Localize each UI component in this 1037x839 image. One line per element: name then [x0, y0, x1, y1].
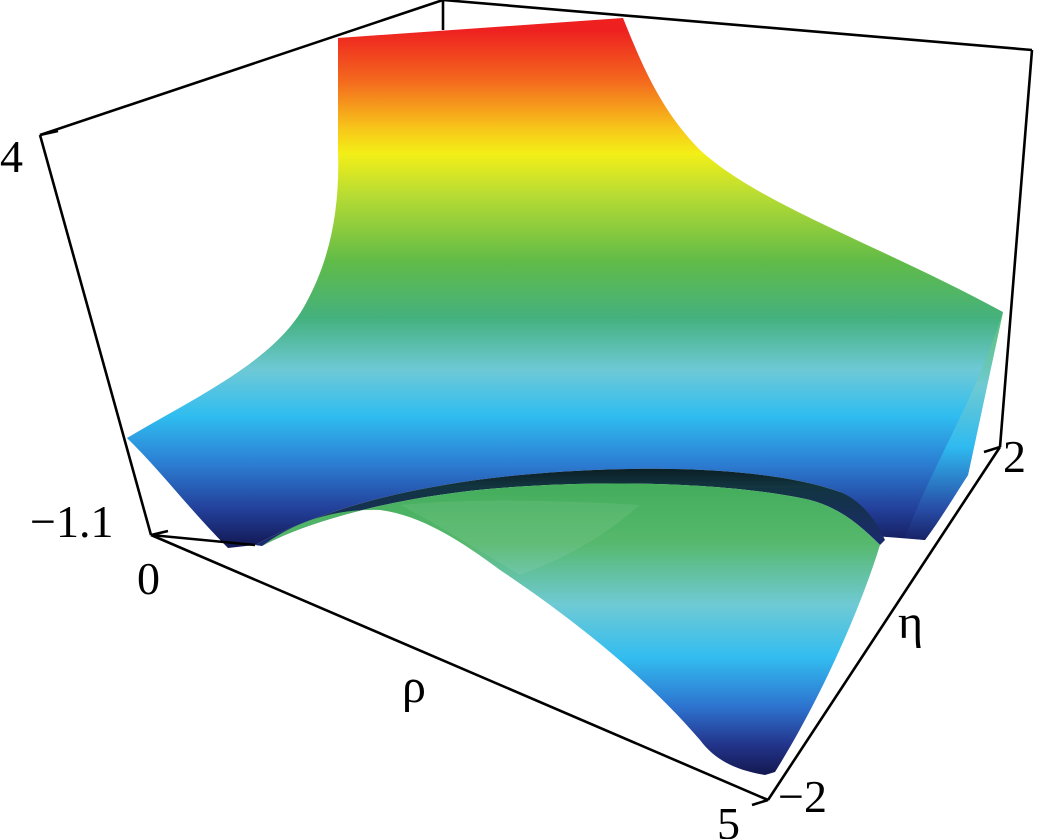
box-front-edges — [150, 446, 1002, 802]
x-axis: 0 5 ρ — [137, 553, 740, 839]
z-axis: 4 −1.1 — [0, 129, 169, 547]
x-tick-start: 0 — [137, 553, 160, 604]
x-tick-end: 5 — [717, 798, 740, 839]
y-axis: 2 −2 η — [751, 431, 1026, 822]
z-tick-top: 4 — [0, 131, 23, 182]
surface — [127, 18, 1003, 775]
y-axis-label: η — [898, 596, 923, 649]
surface-right-wall — [905, 312, 1003, 540]
box-back-edges — [38, 0, 1034, 536]
y-tick-top: 2 — [1003, 431, 1026, 482]
x-axis-label: ρ — [402, 660, 426, 713]
y-tick-bottom: −2 — [778, 771, 827, 822]
z-tick-bottom: −1.1 — [30, 496, 113, 547]
surface-front-sheen — [400, 500, 640, 575]
surface-front-fold — [262, 483, 880, 775]
surface-back-sheet — [127, 18, 1003, 548]
surface-ridge-shadow — [255, 468, 885, 546]
